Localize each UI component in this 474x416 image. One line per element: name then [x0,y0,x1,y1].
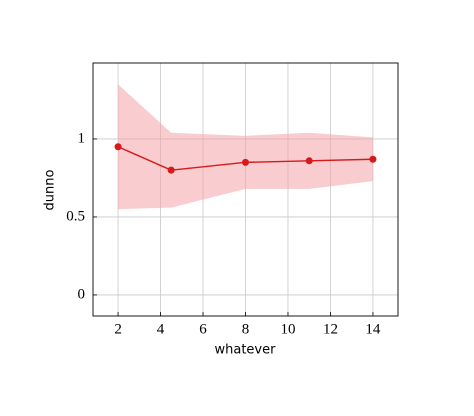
marker [369,155,377,163]
x-tick-label: 14 [365,321,381,337]
y-tick-label: 0.5 [66,208,85,224]
y-axis-label: dunno [43,169,58,210]
x-tick-label: 6 [199,321,207,337]
x-tick-label: 12 [323,321,338,337]
marker [242,158,249,166]
marker [114,143,122,151]
marker [305,157,313,165]
plot-frame [92,62,399,317]
y-tick-label: 0 [78,286,86,302]
x-axis-label: whatever [215,343,277,358]
x-tick-label: 4 [157,321,165,337]
marker [167,166,175,174]
x-tick-label: 2 [114,321,122,337]
y-tick-label: 1 [78,130,86,146]
x-tick-label: 10 [280,321,295,337]
confidence-band [118,84,373,210]
x-tick-label: 8 [242,321,250,337]
